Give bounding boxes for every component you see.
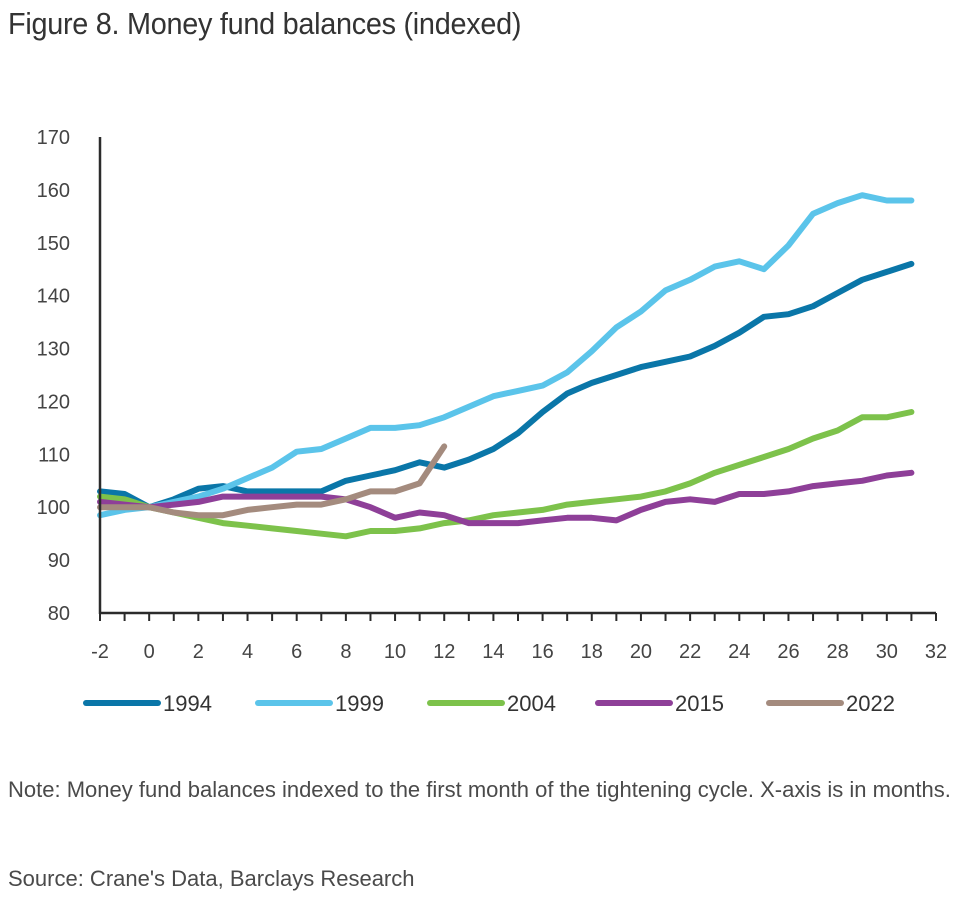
y-tick-label: 130 — [37, 339, 70, 361]
series-line-2004 — [97, 409, 915, 540]
legend-label-2004: 2004 — [507, 691, 556, 716]
y-tick-label: 150 — [37, 233, 70, 255]
y-tick-label: 160 — [37, 180, 70, 202]
legend-label-1999: 1999 — [335, 691, 384, 716]
x-tick-label: 14 — [482, 641, 504, 663]
legend-label-2022: 2022 — [846, 691, 895, 716]
line-chart: -2 0 2 4 6 8 10 12 14 16 18 20 22 24 26 28 30 32809010011… — [37, 127, 948, 716]
legend-label-2015: 2015 — [675, 691, 724, 716]
x-tick-label: 18 — [581, 641, 603, 663]
x-tick-label: 20 — [630, 641, 652, 663]
series-lines — [97, 192, 915, 540]
axes: -2 0 2 4 6 8 10 12 14 16 18 20 22 24 26 28 30 32809010011… — [37, 127, 948, 663]
chart-note: Note: Money fund balances indexed to the… — [8, 777, 951, 802]
legend: 1994 1999 2004 2015 2022 — [83, 691, 895, 716]
x-tick-label: 4 — [242, 641, 253, 663]
x-tick-label: 22 — [679, 641, 701, 663]
x-tick-label: -2 — [91, 641, 109, 663]
x-tick-label: 8 — [340, 641, 351, 663]
y-tick-label: 140 — [37, 286, 70, 308]
x-tick-label: 2 — [193, 641, 204, 663]
x-tick-label: 30 — [876, 641, 898, 663]
x-tick-label: 12 — [433, 641, 455, 663]
x-tick-label: 10 — [384, 641, 406, 663]
legend-label-1994: 1994 — [163, 691, 212, 716]
x-tick-label: 0 — [144, 641, 155, 663]
y-tick-label: 90 — [48, 550, 70, 572]
y-tick-label: 120 — [37, 391, 70, 413]
chart-source: Source: Crane's Data, Barclays Research — [8, 866, 415, 891]
x-tick-label: 26 — [777, 641, 799, 663]
series-line-2015 — [97, 469, 915, 527]
x-tick-label: 24 — [728, 641, 750, 663]
y-tick-label: 170 — [37, 127, 70, 149]
series-line-2022 — [97, 443, 448, 519]
x-tick-label: 32 — [925, 641, 947, 663]
y-tick-label: 80 — [48, 603, 70, 625]
series-line-1994 — [97, 260, 915, 511]
x-tick-label: 28 — [827, 641, 849, 663]
x-tick-label: 16 — [531, 641, 553, 663]
series-line-1999 — [97, 192, 915, 519]
y-tick-label: 100 — [37, 497, 70, 519]
y-tick-label: 110 — [38, 444, 70, 466]
chart-title: Figure 8. Money fund balances (indexed) — [8, 6, 522, 41]
x-tick-label: 6 — [291, 641, 302, 663]
